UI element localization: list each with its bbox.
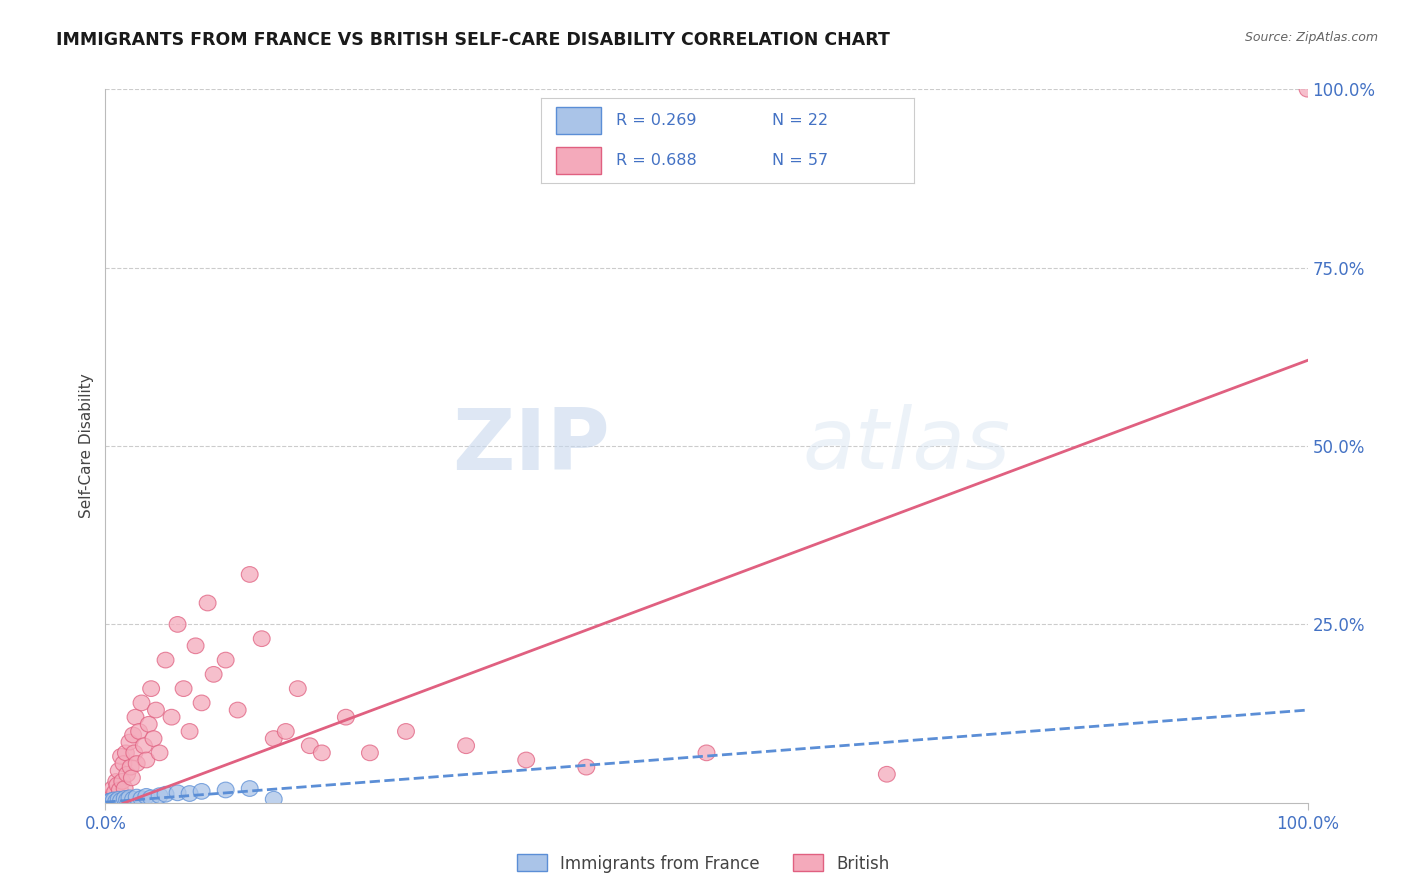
Text: atlas: atlas xyxy=(803,404,1011,488)
Ellipse shape xyxy=(517,752,534,768)
FancyBboxPatch shape xyxy=(557,107,600,134)
Ellipse shape xyxy=(125,727,142,743)
Ellipse shape xyxy=(181,786,198,801)
FancyBboxPatch shape xyxy=(557,147,600,175)
Ellipse shape xyxy=(253,631,270,647)
Ellipse shape xyxy=(103,788,120,804)
Ellipse shape xyxy=(131,723,148,739)
Ellipse shape xyxy=(218,782,233,797)
Ellipse shape xyxy=(110,763,127,779)
Ellipse shape xyxy=(277,723,294,739)
Ellipse shape xyxy=(127,709,143,725)
Ellipse shape xyxy=(127,745,143,761)
Ellipse shape xyxy=(181,723,198,739)
Ellipse shape xyxy=(121,790,138,805)
Ellipse shape xyxy=(218,652,233,668)
Ellipse shape xyxy=(118,745,135,761)
Text: R = 0.269: R = 0.269 xyxy=(616,112,696,128)
Ellipse shape xyxy=(879,766,896,782)
Text: ZIP: ZIP xyxy=(453,404,610,488)
Ellipse shape xyxy=(150,788,167,804)
Ellipse shape xyxy=(111,782,128,797)
Ellipse shape xyxy=(193,695,209,711)
Ellipse shape xyxy=(108,773,125,789)
Legend: Immigrants from France, British: Immigrants from France, British xyxy=(510,847,896,880)
Ellipse shape xyxy=(157,652,174,668)
Ellipse shape xyxy=(361,745,378,761)
Text: IMMIGRANTS FROM FRANCE VS BRITISH SELF-CARE DISABILITY CORRELATION CHART: IMMIGRANTS FROM FRANCE VS BRITISH SELF-C… xyxy=(56,31,890,49)
Ellipse shape xyxy=(141,716,157,732)
Ellipse shape xyxy=(200,595,217,611)
Text: R = 0.688: R = 0.688 xyxy=(616,153,696,169)
Ellipse shape xyxy=(134,790,150,806)
Ellipse shape xyxy=(125,791,142,807)
Ellipse shape xyxy=(118,792,135,808)
Ellipse shape xyxy=(169,785,186,801)
Ellipse shape xyxy=(117,780,134,797)
Ellipse shape xyxy=(314,745,330,761)
Ellipse shape xyxy=(112,748,129,764)
Ellipse shape xyxy=(242,780,259,797)
Ellipse shape xyxy=(398,723,415,739)
Ellipse shape xyxy=(301,738,318,754)
Ellipse shape xyxy=(110,777,127,793)
Ellipse shape xyxy=(169,616,186,632)
Ellipse shape xyxy=(134,695,150,711)
Ellipse shape xyxy=(266,791,283,807)
Ellipse shape xyxy=(103,793,120,808)
Ellipse shape xyxy=(101,791,118,807)
Ellipse shape xyxy=(117,790,134,806)
Ellipse shape xyxy=(104,780,121,797)
Ellipse shape xyxy=(138,752,155,768)
Ellipse shape xyxy=(150,745,167,761)
Ellipse shape xyxy=(122,759,139,775)
Ellipse shape xyxy=(124,770,141,786)
Ellipse shape xyxy=(143,681,159,697)
Ellipse shape xyxy=(128,756,145,772)
Ellipse shape xyxy=(229,702,246,718)
Y-axis label: Self-Care Disability: Self-Care Disability xyxy=(79,374,94,518)
Ellipse shape xyxy=(128,789,145,805)
Ellipse shape xyxy=(458,738,474,754)
Ellipse shape xyxy=(578,759,595,775)
Ellipse shape xyxy=(108,794,125,809)
Ellipse shape xyxy=(157,787,174,802)
Ellipse shape xyxy=(163,709,180,725)
Ellipse shape xyxy=(187,638,204,654)
Ellipse shape xyxy=(121,734,138,750)
Ellipse shape xyxy=(114,773,131,789)
Ellipse shape xyxy=(266,731,283,747)
Ellipse shape xyxy=(118,766,135,782)
Ellipse shape xyxy=(143,790,159,805)
Ellipse shape xyxy=(138,789,155,805)
Ellipse shape xyxy=(193,783,209,799)
Ellipse shape xyxy=(699,745,714,761)
Ellipse shape xyxy=(101,794,118,809)
Ellipse shape xyxy=(242,566,259,582)
Ellipse shape xyxy=(135,738,152,754)
Ellipse shape xyxy=(145,731,162,747)
Ellipse shape xyxy=(290,681,307,697)
Ellipse shape xyxy=(176,681,193,697)
Text: N = 22: N = 22 xyxy=(772,112,828,128)
Ellipse shape xyxy=(148,702,165,718)
Ellipse shape xyxy=(112,793,129,808)
Ellipse shape xyxy=(205,666,222,682)
Ellipse shape xyxy=(115,756,132,772)
Ellipse shape xyxy=(337,709,354,725)
Ellipse shape xyxy=(1299,81,1316,97)
Ellipse shape xyxy=(110,791,127,807)
Ellipse shape xyxy=(105,792,122,808)
Text: Source: ZipAtlas.com: Source: ZipAtlas.com xyxy=(1244,31,1378,45)
Ellipse shape xyxy=(107,784,124,800)
Text: N = 57: N = 57 xyxy=(772,153,828,169)
